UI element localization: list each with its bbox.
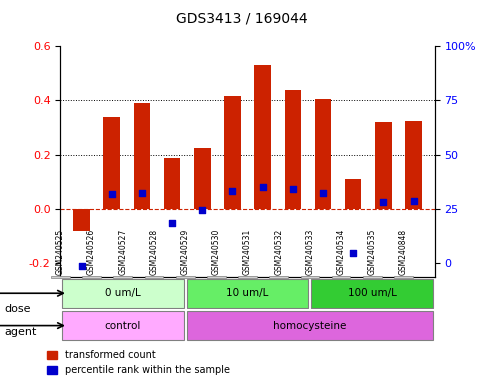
Text: GSM240528: GSM240528 xyxy=(149,229,158,275)
Text: homocysteine: homocysteine xyxy=(273,321,347,331)
Text: GSM240525: GSM240525 xyxy=(56,229,65,275)
Bar xyxy=(134,103,150,209)
Bar xyxy=(103,117,120,209)
Text: agent: agent xyxy=(5,327,37,337)
Bar xyxy=(284,89,301,209)
Text: GSM240535: GSM240535 xyxy=(368,229,377,275)
FancyBboxPatch shape xyxy=(312,279,433,308)
Point xyxy=(199,207,206,214)
Point xyxy=(349,250,357,256)
Bar xyxy=(164,157,180,209)
Text: 0 um/L: 0 um/L xyxy=(105,288,141,298)
Text: 10 um/L: 10 um/L xyxy=(227,288,269,298)
Text: GDS3413 / 169044: GDS3413 / 169044 xyxy=(176,12,307,25)
Point xyxy=(78,263,85,269)
Bar xyxy=(73,209,90,231)
Bar xyxy=(375,122,392,209)
Text: GSM240530: GSM240530 xyxy=(212,229,221,275)
Point xyxy=(410,198,417,204)
Text: dose: dose xyxy=(5,304,31,314)
Point xyxy=(168,220,176,226)
Point xyxy=(380,199,387,205)
Bar xyxy=(315,99,331,209)
Text: GSM240848: GSM240848 xyxy=(399,229,408,275)
Bar xyxy=(345,179,361,209)
Point xyxy=(228,189,236,195)
Text: GSM240531: GSM240531 xyxy=(243,229,252,275)
Text: control: control xyxy=(105,321,141,331)
FancyBboxPatch shape xyxy=(62,311,184,340)
Text: GSM240526: GSM240526 xyxy=(87,229,96,275)
Text: GSM240532: GSM240532 xyxy=(274,229,283,275)
Bar xyxy=(224,96,241,209)
Point xyxy=(138,190,146,196)
Bar xyxy=(255,65,271,209)
Point xyxy=(319,190,327,196)
Text: 100 um/L: 100 um/L xyxy=(348,288,397,298)
Point xyxy=(108,191,115,197)
Point xyxy=(259,184,267,190)
Text: GSM240529: GSM240529 xyxy=(181,229,190,275)
FancyBboxPatch shape xyxy=(187,279,308,308)
FancyBboxPatch shape xyxy=(187,311,433,340)
Text: GSM240534: GSM240534 xyxy=(337,229,346,275)
Legend: transformed count, percentile rank within the sample: transformed count, percentile rank withi… xyxy=(43,346,234,379)
Bar xyxy=(194,148,211,209)
Bar xyxy=(405,121,422,209)
Point xyxy=(289,186,297,192)
Text: GSM240533: GSM240533 xyxy=(305,229,314,275)
Text: GSM240527: GSM240527 xyxy=(118,229,127,275)
FancyBboxPatch shape xyxy=(62,279,184,308)
